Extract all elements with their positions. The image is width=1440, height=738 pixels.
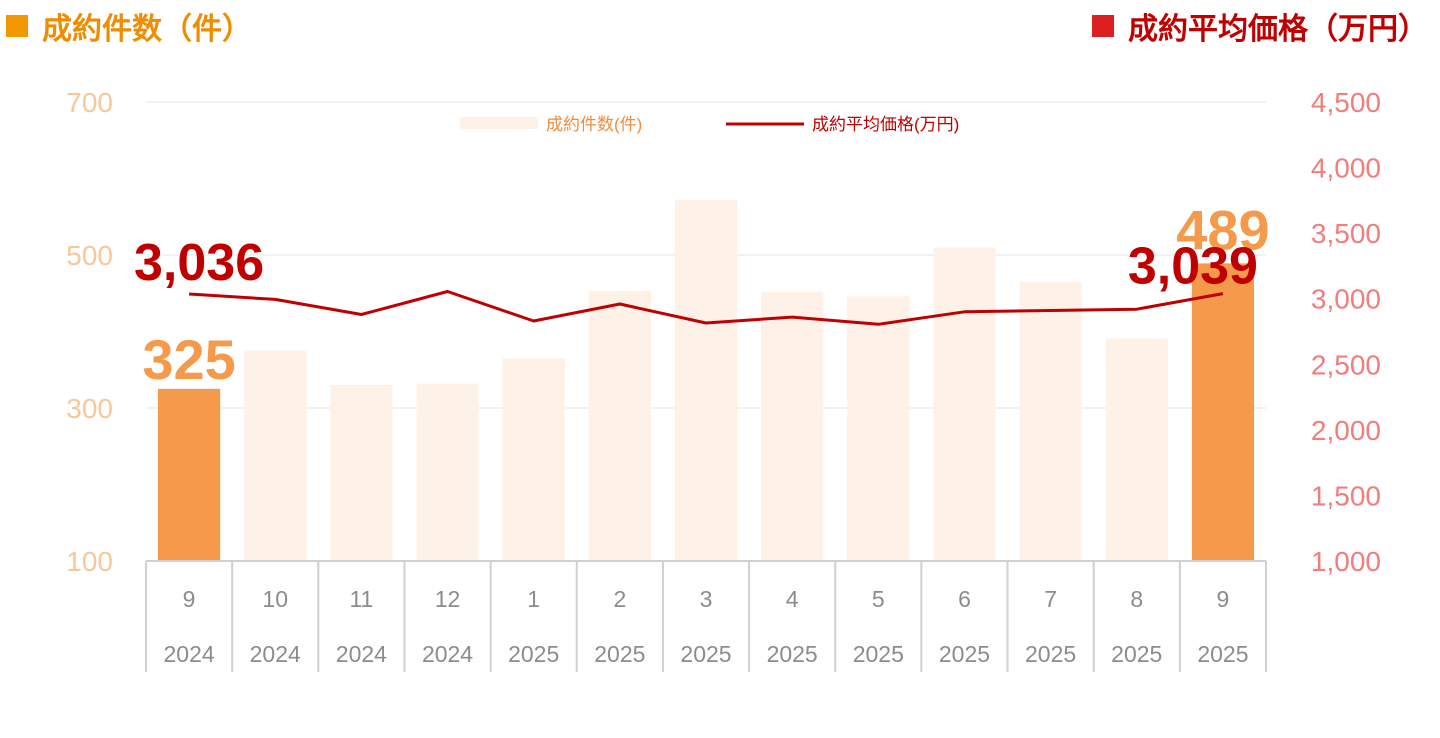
right-tick-label: 4,500: [1311, 87, 1381, 118]
bar: [847, 296, 910, 561]
left-axis-title: 成約件数（件）: [6, 4, 252, 48]
bar-series: [158, 199, 1254, 562]
bar: [1191, 263, 1254, 561]
bar: [674, 199, 738, 562]
bar: [761, 291, 824, 561]
price-line: [189, 290, 1224, 326]
x-tick-year: 2025: [1197, 641, 1248, 667]
x-tick-month: 6: [958, 586, 971, 612]
x-tick-year: 2024: [163, 641, 214, 667]
x-tick-year: 2024: [422, 641, 473, 667]
right-tick-label: 3,500: [1311, 218, 1381, 249]
left-tick-label: 300: [66, 393, 113, 424]
right-title-square-icon: [1092, 15, 1114, 37]
left-tick-label: 500: [66, 240, 113, 271]
first-line-value-label: 3,036: [134, 234, 264, 292]
x-tick-month: 9: [183, 586, 196, 612]
first-bar-value-label: 325: [142, 328, 235, 391]
bar: [244, 350, 307, 561]
x-tick-month: 3: [700, 586, 713, 612]
x-tick-month: 4: [786, 586, 799, 612]
right-tick-label: 4,000: [1311, 153, 1381, 184]
x-tick-month: 1: [527, 586, 540, 612]
x-tick-year: 2025: [1025, 641, 1076, 667]
bar: [588, 290, 651, 561]
axes: 100 300 500 700 1,000 1,500 2,000 2,500 3,000 3,5…: [66, 87, 1381, 672]
bar: [1019, 281, 1082, 561]
legend-bar-swatch: [460, 117, 538, 129]
annotations: 325 489 3,036 3,039: [134, 198, 1270, 390]
bar: [416, 383, 479, 561]
x-tick-month: 2: [613, 586, 626, 612]
right-axis-title-text: 成約平均価格（万円）: [1128, 13, 1428, 46]
left-axis-title-text: 成約件数（件）: [42, 13, 252, 46]
last-line-value-label: 3,039: [1128, 238, 1258, 296]
left-tick-label: 100: [66, 546, 113, 577]
x-tick-month: 8: [1130, 586, 1143, 612]
legend-line-label: 成約平均価格(万円): [812, 115, 959, 134]
right-tick-label: 2,000: [1311, 415, 1381, 446]
bar: [1105, 338, 1168, 561]
right-tick-label: 1,000: [1311, 546, 1381, 577]
bar: [502, 358, 565, 561]
x-tick-month: 12: [435, 586, 461, 612]
right-tick-label: 1,500: [1311, 480, 1381, 511]
bar: [330, 385, 393, 561]
right-axis-title: 成約平均価格（万円）: [1092, 4, 1428, 48]
x-tick-month: 11: [349, 586, 373, 612]
x-tick-year: 2025: [767, 641, 818, 667]
x-tick-year: 2025: [853, 641, 904, 667]
legend: 成約件数(件) 成約平均価格(万円): [460, 115, 959, 134]
x-tick-year: 2025: [594, 641, 645, 667]
right-tick-label: 2,500: [1311, 349, 1381, 380]
right-tick-label: 3,000: [1311, 284, 1381, 315]
left-title-square-icon: [6, 15, 28, 37]
x-tick-year: 2025: [939, 641, 990, 667]
line-series: [189, 290, 1224, 326]
bar: [933, 247, 996, 561]
legend-bar-label: 成約件数(件): [546, 115, 642, 134]
x-tick-year: 2024: [250, 641, 301, 667]
last-bar-value-label: 489: [1176, 198, 1269, 261]
x-tick-year: 2025: [1111, 641, 1162, 667]
x-tick-month: 9: [1217, 586, 1230, 612]
x-tick-month: 7: [1044, 586, 1057, 612]
left-tick-label: 700: [66, 87, 113, 118]
x-tick-year: 2025: [680, 641, 731, 667]
x-tick-year: 2025: [508, 641, 559, 667]
bar: [158, 388, 221, 561]
x-tick-year: 2024: [336, 641, 387, 667]
x-tick-month: 5: [872, 586, 885, 612]
x-tick-month: 10: [262, 586, 288, 612]
